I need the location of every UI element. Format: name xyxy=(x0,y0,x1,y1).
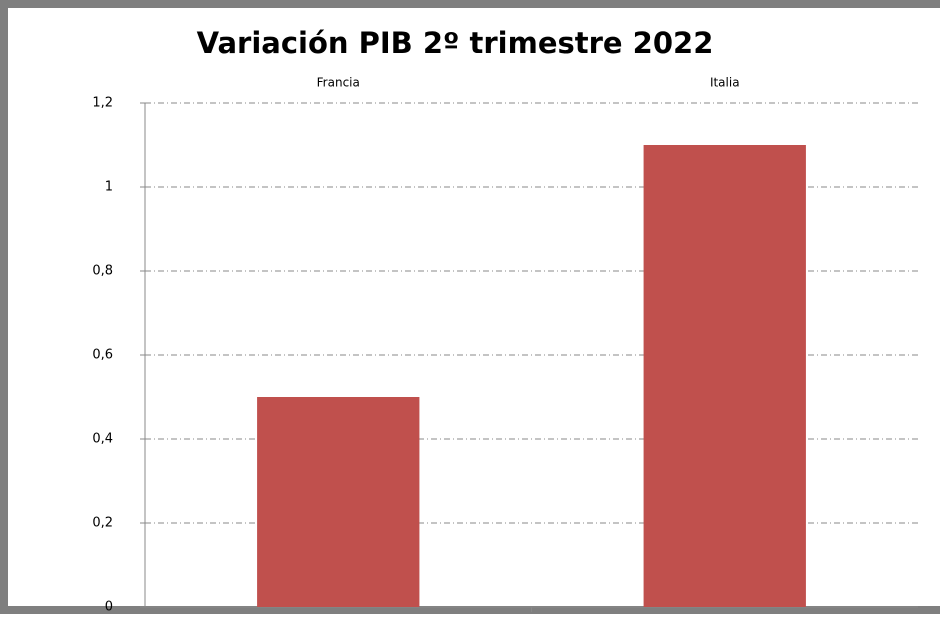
y-tick-label: 1,2 xyxy=(92,96,113,111)
y-tick-label: 0,8 xyxy=(92,264,113,279)
y-tick-label: 0,2 xyxy=(92,516,113,531)
y-tick-label: 0 xyxy=(105,600,113,615)
y-tick-label: 0,4 xyxy=(92,432,113,447)
y-tick-label: 1 xyxy=(105,180,113,195)
bar xyxy=(257,397,420,607)
x-tick-label: Francia xyxy=(317,76,360,90)
bar xyxy=(643,145,806,607)
chart-title: Variación PIB 2º trimestre 2022 xyxy=(197,26,714,60)
x-tick-label: Italia xyxy=(710,76,740,90)
y-tick-label: 0,6 xyxy=(92,348,113,363)
